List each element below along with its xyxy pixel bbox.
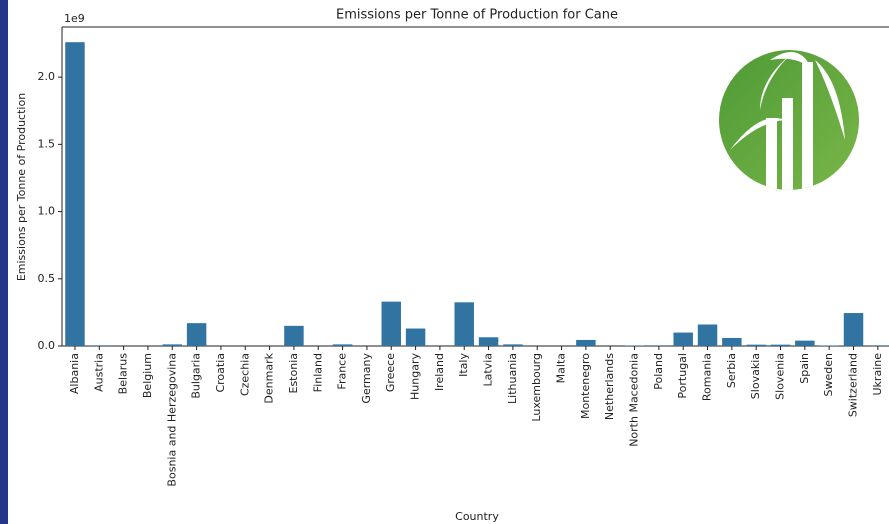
bar	[819, 345, 839, 346]
x-tick-label: Luxembourg	[530, 353, 543, 422]
bar	[795, 340, 815, 346]
x-tick-label: Bosnia and Herzegovina	[165, 353, 178, 487]
bar	[843, 313, 864, 346]
x-tick-label: Portugal	[676, 353, 689, 399]
x-tick-label: Denmark	[263, 352, 276, 403]
bar	[162, 344, 183, 346]
x-tick-label: Slovakia	[749, 353, 762, 399]
bar	[89, 345, 110, 346]
bar	[478, 337, 499, 346]
x-tick-label: Austria	[92, 353, 105, 392]
y-tick-label: 2.0	[38, 70, 56, 83]
chart-title: Emissions per Tonne of Production for Ca…	[336, 8, 618, 23]
y-tick-label: 0.5	[38, 272, 56, 285]
x-tick-label: Spain	[798, 353, 811, 384]
x-tick-label: Croatia	[214, 353, 227, 393]
x-tick-label: Bulgaria	[190, 353, 203, 399]
bar	[454, 302, 474, 346]
bar	[868, 345, 888, 346]
bar	[722, 337, 742, 346]
x-tick-label: Ukraine	[871, 353, 884, 396]
x-tick-label: Sweden	[822, 353, 835, 396]
bar	[697, 324, 718, 346]
bar	[332, 344, 353, 346]
x-tick-label: Estonia	[287, 353, 300, 394]
x-tick-label: Netherlands	[603, 353, 616, 420]
bar	[576, 339, 596, 346]
bar	[186, 323, 207, 346]
y-tick-label: 1.0	[38, 205, 56, 218]
bar	[405, 328, 426, 346]
bar	[503, 344, 523, 346]
bar	[746, 344, 766, 346]
y-axis-label: Emissions per Tonne of Production	[15, 93, 28, 281]
x-tick-label: Malta	[555, 353, 568, 383]
bar	[65, 42, 85, 346]
bar	[381, 301, 401, 346]
x-tick-label: Switzerland	[847, 353, 860, 417]
x-tick-label: Finland	[311, 353, 324, 392]
x-tick-label: France	[336, 353, 349, 390]
x-tick-label: Greece	[384, 353, 397, 392]
x-tick-label: North Macedonia	[628, 353, 641, 447]
bar	[673, 332, 693, 346]
x-axis-label: Country	[455, 510, 499, 523]
bar	[624, 345, 645, 346]
x-tick-label: Latvia	[482, 353, 495, 387]
y-tick-label: 0.0	[38, 339, 56, 352]
x-tick-label: Germany	[360, 353, 373, 404]
logo	[719, 50, 859, 190]
bar	[649, 345, 669, 346]
x-tick-label: Poland	[652, 353, 665, 390]
x-tick-label: Belgium	[141, 353, 154, 398]
x-tick-label: Slovenia	[774, 353, 787, 400]
x-tick-label: Belarus	[117, 353, 130, 395]
x-tick-label: Serbia	[725, 353, 738, 388]
x-tick-label: Romania	[701, 353, 714, 401]
x-tick-label: Czechia	[238, 353, 251, 396]
x-tick-label: Albania	[68, 353, 81, 394]
x-tick-label: Hungary	[409, 353, 422, 400]
bar	[770, 344, 791, 346]
x-tick-label: Italy	[457, 353, 470, 377]
y-tick-label: 1.5	[38, 137, 56, 150]
x-tick-label: Lithuania	[506, 353, 519, 404]
y-offset-label: 1e9	[64, 12, 85, 25]
x-tick-label: Montenegro	[579, 353, 592, 419]
side-strip	[0, 0, 8, 524]
x-tick-label: Ireland	[433, 353, 446, 391]
bar	[284, 325, 304, 346]
